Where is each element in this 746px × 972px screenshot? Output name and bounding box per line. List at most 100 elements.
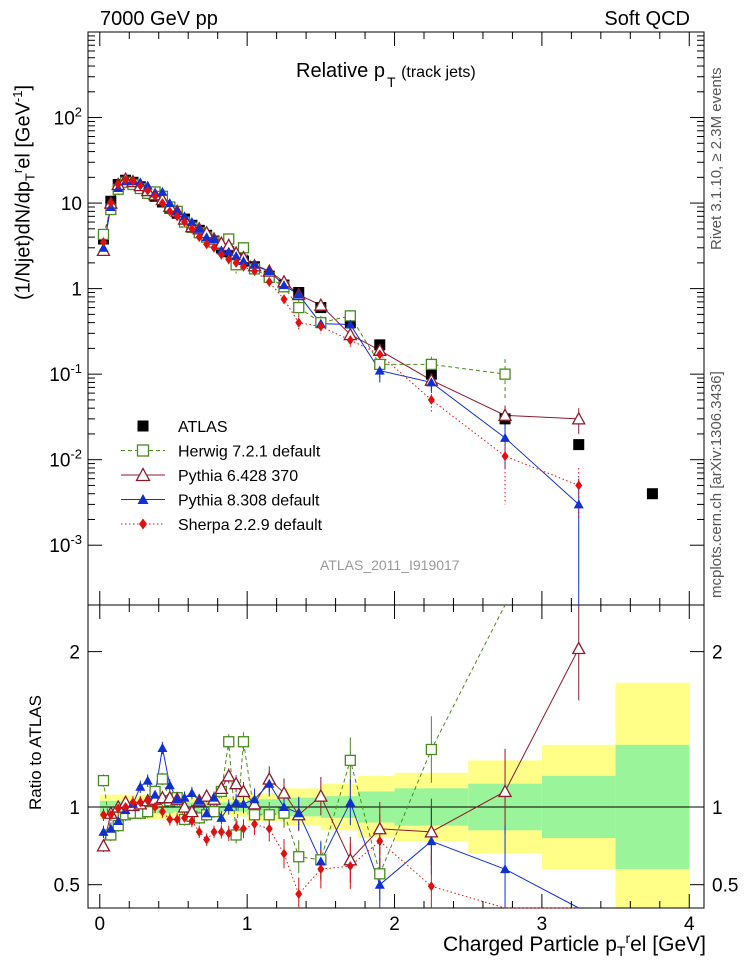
- ratio-point-pythia6: [214, 780, 229, 795]
- ratio-y-tick-label: 0.5: [54, 876, 80, 897]
- ratio-point-herwig: [97, 774, 110, 787]
- ratio-point-pythia8: [179, 792, 190, 802]
- ratio-point-sherpa: [295, 889, 303, 900]
- ratio-point-pythia8: [231, 797, 242, 807]
- ratio-point-herwig: [374, 868, 386, 880]
- data-point-sherpa: [210, 242, 218, 253]
- ratio-point-pythia8: [238, 798, 249, 808]
- ratio-point-sherpa: [181, 812, 189, 823]
- data-point-sherpa: [166, 206, 174, 217]
- data-point-pythia6: [497, 407, 513, 421]
- ratio-point-pythia8: [249, 794, 260, 804]
- legend-label-sherpa: Sherpa 2.2.9 default: [178, 517, 323, 534]
- data-point-pythia8: [345, 319, 356, 329]
- ratio-y-tick-label-right: 1: [712, 798, 723, 819]
- ratio-point-sherpa: [173, 814, 181, 825]
- ratio-point-herwig: [142, 806, 154, 818]
- data-point-pythia8: [374, 365, 385, 375]
- data-point-pythia8: [164, 198, 175, 208]
- analysis-watermark: ATLAS_2011_I919017: [320, 557, 460, 573]
- data-point-pythia8: [500, 432, 511, 442]
- data-point-pythia8: [293, 289, 304, 299]
- data-point-sherpa: [203, 239, 211, 250]
- ratio-point-sherpa: [122, 802, 130, 812]
- ratio-point-pythia8: [279, 802, 289, 811]
- ratio-uncertainty-bands: [99, 682, 690, 908]
- data-point-sherpa: [427, 394, 435, 405]
- ratio-point-pythia8: [201, 808, 212, 818]
- y-tick-label: 10-1: [49, 361, 82, 386]
- legend-label-pythia8: Pythia 8.308 default: [178, 493, 320, 510]
- legend: ATLAS Herwig 7.2.1 default Pythia 6.428 37…: [121, 419, 323, 534]
- ratio-point-pythia8: [223, 802, 234, 811]
- data-point-sherpa: [217, 249, 225, 260]
- ratio-point-herwig: [223, 736, 235, 748]
- ratio-point-sherpa: [346, 861, 354, 872]
- ratio-point-herwig: [208, 806, 220, 818]
- ratio-point-sherpa: [188, 815, 196, 826]
- ratio-point-sherpa: [151, 802, 159, 812]
- ratio-point-pythia6: [236, 784, 251, 798]
- ratio-point-pythia8: [194, 795, 205, 805]
- data-point-sherpa: [107, 198, 115, 209]
- ratio-point-pythia6: [229, 776, 244, 790]
- ratio-point-pythia6: [313, 788, 328, 802]
- ratio-y-tick-label: 1: [69, 798, 80, 819]
- data-point-sherpa: [251, 266, 259, 277]
- ratio-point-sherpa: [114, 803, 122, 814]
- ratio-point-pythia8: [113, 815, 124, 825]
- ratio-point-pythia8: [374, 879, 385, 889]
- ratio-point-herwig: [248, 809, 261, 821]
- y-tick-label: 10: [61, 194, 82, 215]
- data-point-pythia8: [573, 499, 584, 509]
- ratio-point-herwig: [263, 809, 275, 821]
- ratio-point-pythia8: [150, 789, 161, 799]
- ratio-line-sherpa: [103, 800, 579, 909]
- data-markers: [96, 171, 658, 900]
- ratio-point-pythia6: [221, 768, 236, 782]
- source-label: mcplots.cern.ch [arXiv:1306.3436]: [708, 371, 725, 598]
- data-point-sherpa: [151, 191, 159, 202]
- legend-label-atlas: ATLAS: [178, 419, 228, 436]
- ratio-point-pythia8: [209, 792, 219, 802]
- data-point-herwig: [293, 301, 305, 314]
- data-point-pythia6: [313, 297, 328, 311]
- ratio-y-tick-label-right: 0.5: [712, 876, 738, 897]
- ratio-point-pythia8: [98, 826, 109, 836]
- plot-title-note: (track jets): [401, 64, 476, 81]
- ratio-point-pythia8: [345, 797, 356, 807]
- ratio-point-pythia6: [571, 641, 586, 655]
- data-point-pythia8: [172, 206, 183, 216]
- y-tick-label: 10-3: [49, 532, 82, 557]
- ratio-point-sherpa: [210, 826, 218, 837]
- ratio-point-pythia8: [264, 778, 275, 788]
- ratio-point-herwig: [425, 743, 438, 756]
- ratio-point-pythia6: [497, 784, 513, 798]
- x-tick-label: 3: [537, 914, 548, 935]
- legend-marker-pythia6: [135, 467, 151, 482]
- data-point-pythia8: [179, 211, 190, 221]
- ratio-y-tick-label: 2: [69, 643, 80, 664]
- ratio-point-sherpa: [239, 823, 247, 834]
- x-tick-label: 0: [95, 914, 106, 935]
- data-point-sherpa: [265, 276, 273, 287]
- rivet-label: Rivet 3.1.10, ≥ 2.3M events: [708, 67, 725, 251]
- ratio-point-sherpa: [280, 848, 288, 859]
- ratio-point-sherpa: [203, 834, 211, 845]
- data-point-sherpa: [346, 335, 354, 346]
- data-point-sherpa: [317, 321, 325, 332]
- data-point-sherpa: [158, 198, 166, 209]
- legend-label-pythia6: Pythia 6.428 370: [178, 468, 298, 485]
- ratio-point-pythia8: [426, 836, 437, 846]
- x-tick-label: 4: [684, 914, 695, 935]
- ratio-point-sherpa: [158, 806, 166, 817]
- ratio-point-pythia6: [276, 785, 292, 799]
- ratio-point-pythia8: [157, 742, 168, 752]
- data-point-pythia8: [209, 234, 219, 244]
- y-tick-label: 10-2: [49, 447, 82, 472]
- ratio-point-sherpa: [265, 823, 273, 834]
- data-point-sherpa: [114, 179, 122, 190]
- data-point-sherpa: [129, 176, 137, 187]
